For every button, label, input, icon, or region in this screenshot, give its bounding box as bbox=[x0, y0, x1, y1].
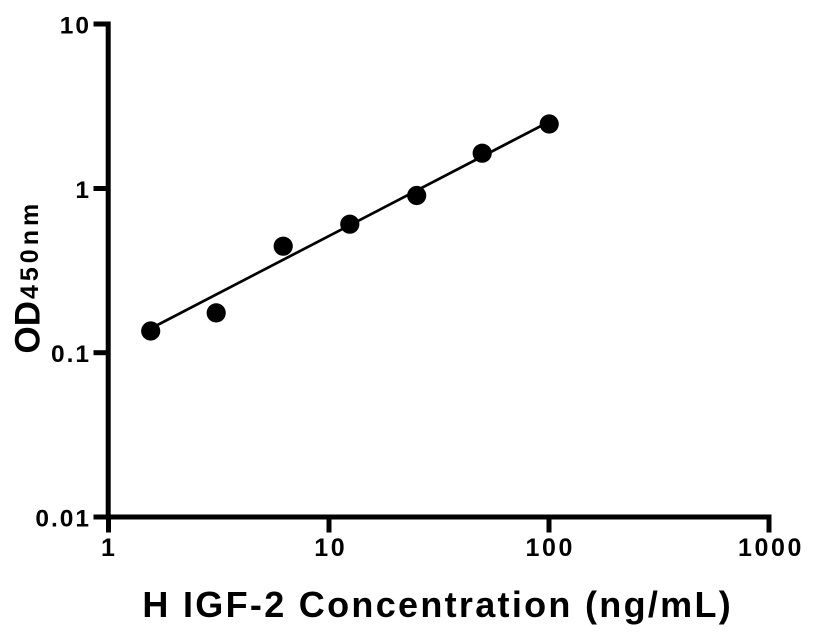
svg-text:10: 10 bbox=[314, 534, 347, 562]
svg-text:OD450nm: OD450nm bbox=[9, 200, 48, 354]
svg-text:100: 100 bbox=[526, 534, 576, 562]
svg-text:H IGF-2 Concentration (ng/mL): H IGF-2 Concentration (ng/mL) bbox=[142, 584, 733, 625]
svg-text:0.1: 0.1 bbox=[51, 341, 91, 368]
svg-text:0.01: 0.01 bbox=[35, 505, 91, 532]
svg-text:10: 10 bbox=[60, 12, 91, 39]
svg-text:1000: 1000 bbox=[738, 534, 804, 562]
svg-text:1: 1 bbox=[75, 177, 91, 204]
svg-text:1: 1 bbox=[101, 534, 118, 562]
